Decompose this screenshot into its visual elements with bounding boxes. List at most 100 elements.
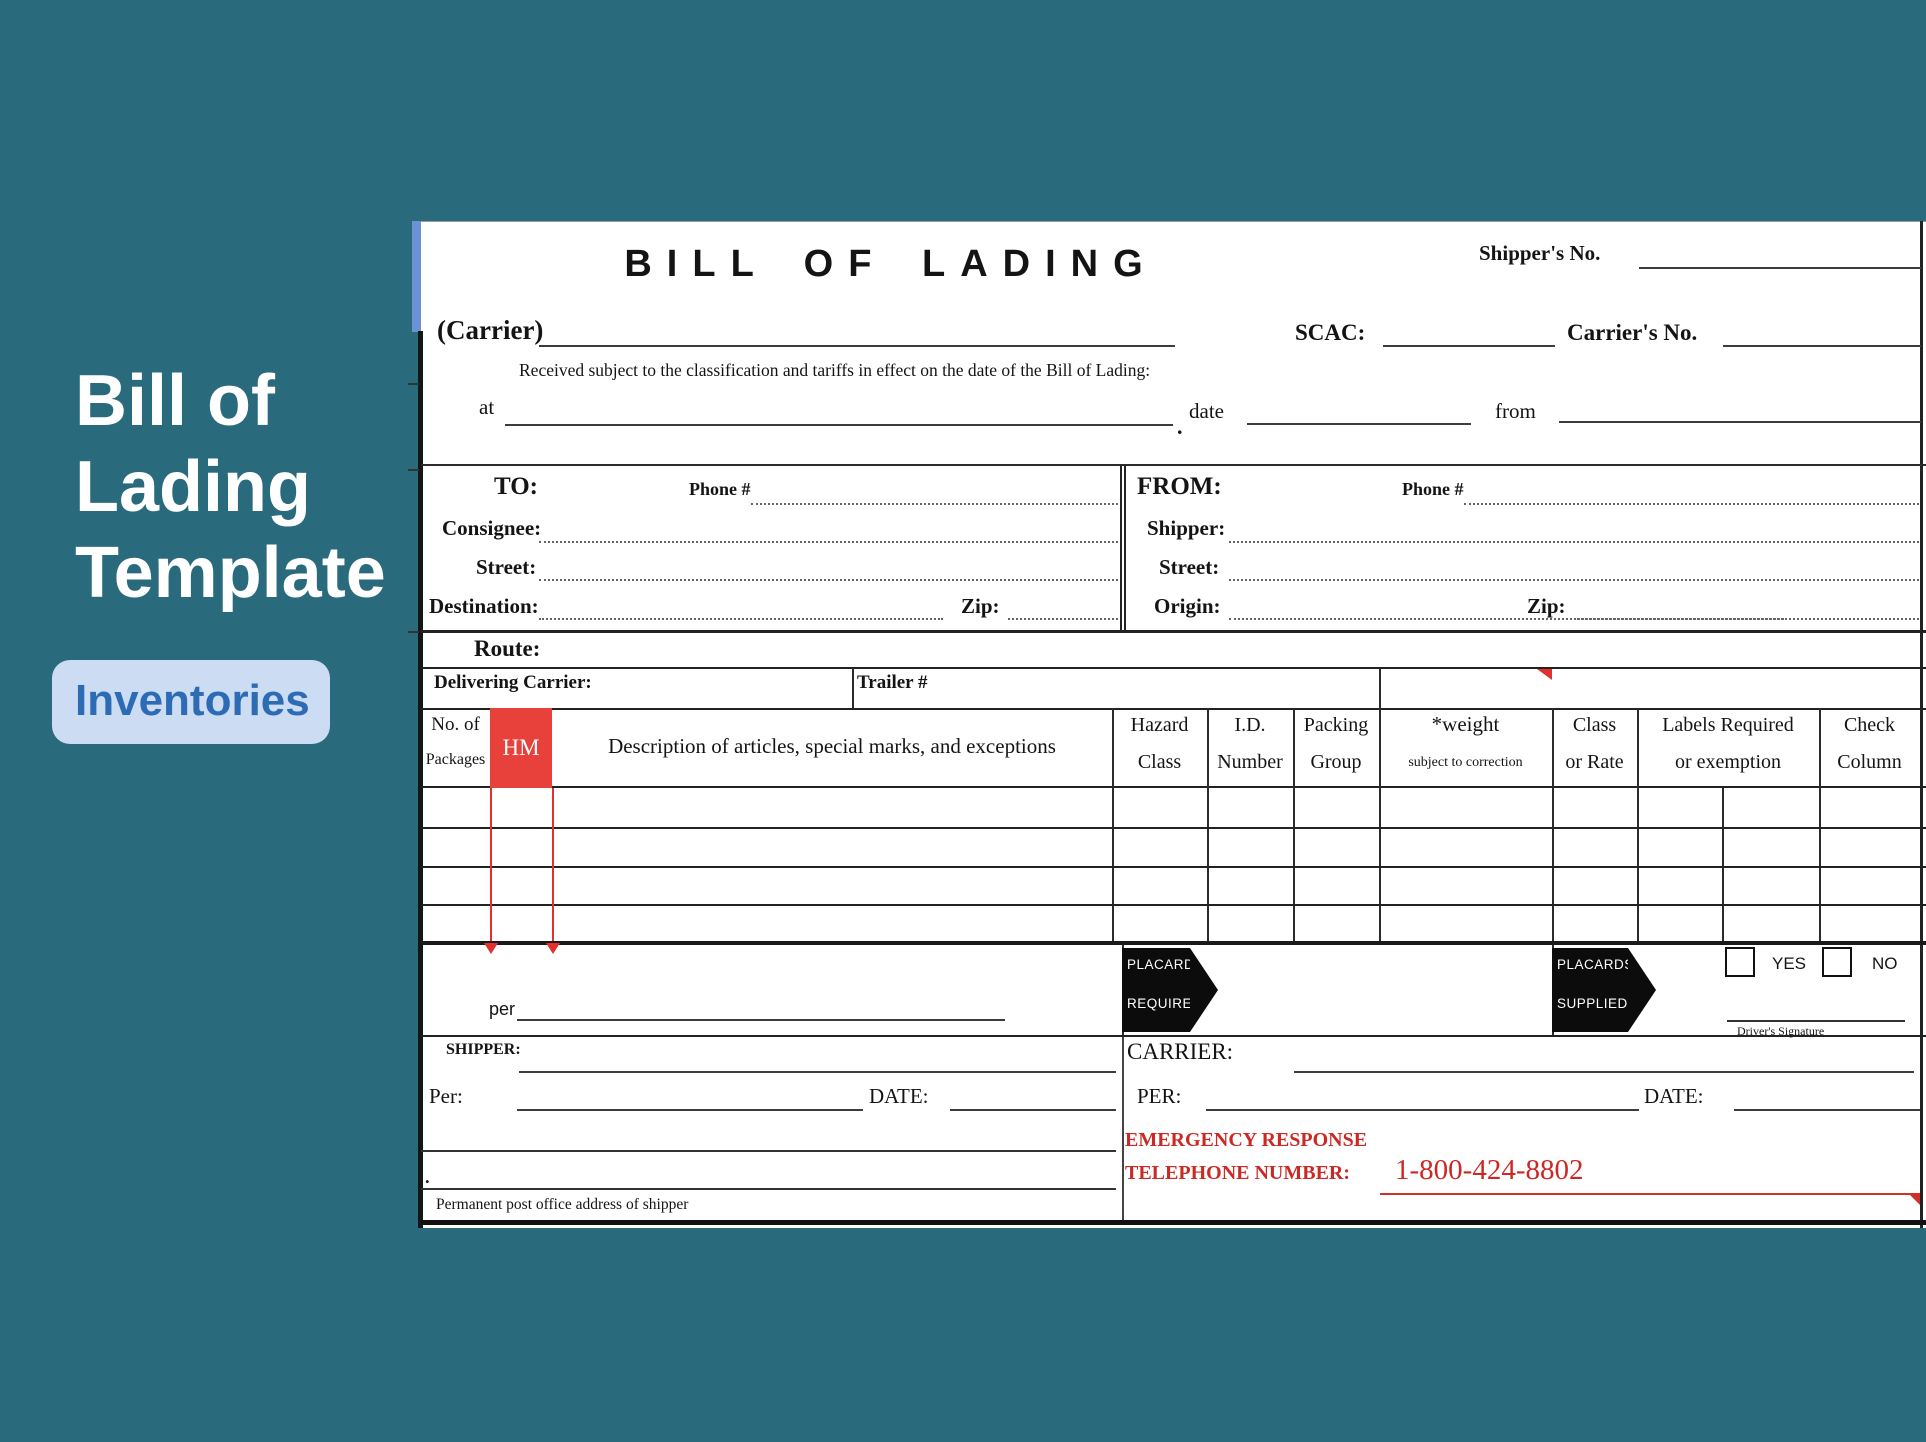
- shipper-signature-label: SHIPPER:: [446, 1041, 521, 1058]
- placards-required-line1: PLACARDS: [1127, 957, 1204, 972]
- date-label: date: [1189, 399, 1224, 423]
- per-right-line[interactable]: [1206, 1081, 1639, 1111]
- destination-field-line[interactable]: [539, 594, 943, 620]
- col-no-of-line1: No. of: [431, 714, 480, 735]
- placards-supplied-line1: PLACARDS: [1557, 957, 1634, 972]
- col-weight-line2: subject to correction: [1408, 755, 1523, 770]
- row-tick: [408, 469, 419, 471]
- red-comment-wedge: [1537, 669, 1552, 680]
- at-label: at: [479, 395, 495, 419]
- placards-required-line2: REQUIRED: [1127, 996, 1203, 1011]
- from-street-field-line[interactable]: [1229, 555, 1919, 581]
- page-title: Bill of Lading Template: [75, 358, 386, 616]
- shipper-label: Shipper:: [1147, 516, 1226, 540]
- document-accent-strip: [412, 221, 421, 332]
- per-left-label: Per:: [429, 1084, 463, 1108]
- to-street-field-line[interactable]: [539, 555, 1118, 581]
- per-label: per: [489, 999, 516, 1019]
- table-row-line: [421, 904, 1926, 906]
- destination-label: Destination:: [429, 594, 539, 618]
- grid-vline: [1112, 708, 1114, 941]
- hm-red-rule-right: [552, 788, 554, 941]
- from-zip-field-line[interactable]: [1574, 594, 1919, 620]
- route-label: Route:: [474, 636, 541, 661]
- to-zip-label: Zip:: [961, 594, 1000, 618]
- scac-field-line[interactable]: [1383, 317, 1555, 347]
- table-bottom-border: [421, 941, 1926, 945]
- row-tick: [408, 383, 419, 385]
- yes-checkbox[interactable]: [1725, 947, 1755, 977]
- grid-vline: [1379, 708, 1381, 941]
- placards-required-banner: PLACARDS REQUIRED: [1122, 948, 1218, 1032]
- shippers-no-field-line[interactable]: [1639, 241, 1921, 269]
- table-top-border: [421, 708, 1926, 710]
- delivering-carrier-label: Delivering Carrier:: [434, 672, 592, 693]
- grid-vline: [1293, 708, 1295, 941]
- grid-vline: [1637, 708, 1639, 941]
- bill-of-lading-document: BILL OF LADING Shipper's No. (Carrier) S…: [408, 221, 1926, 1228]
- period-mark: .: [1177, 414, 1183, 439]
- from-heading: FROM:: [1137, 473, 1222, 500]
- at-field-line[interactable]: [505, 396, 1173, 426]
- to-from-bottom-border: [421, 630, 1926, 633]
- col-class-line1: Class: [1572, 714, 1617, 736]
- carrier-field-line[interactable]: [539, 317, 1175, 347]
- consignee-field-line[interactable]: [539, 517, 1118, 543]
- placards-supplied-banner: PLACARDS SUPPLIED: [1552, 948, 1656, 1032]
- date-left-label: DATE:: [869, 1084, 929, 1108]
- page-title-line3: Template: [75, 533, 386, 613]
- scac-label: SCAC:: [1295, 320, 1366, 345]
- from-zip-label: Zip:: [1527, 594, 1566, 618]
- col-class-line2: or Rate: [1565, 751, 1624, 773]
- shipper-address-footnote: Permanent post office address of shipper: [436, 1196, 689, 1213]
- consignee-label: Consignee:: [442, 516, 542, 540]
- carriers-no-label: Carrier's No.: [1567, 320, 1698, 345]
- per-field-line[interactable]: [517, 993, 1005, 1021]
- from-label: from: [1495, 399, 1536, 423]
- date-right-label: DATE:: [1644, 1084, 1704, 1108]
- date-left-line[interactable]: [950, 1081, 1116, 1111]
- table-row-line: [421, 827, 1926, 829]
- origin-field-line[interactable]: [1229, 594, 1784, 620]
- trailer-divider: [852, 668, 854, 708]
- carrier-signature-label: CARRIER:: [1127, 1039, 1234, 1064]
- inventories-badge[interactable]: Inventories: [52, 660, 330, 744]
- placards-supplied-line2: SUPPLIED: [1557, 996, 1628, 1011]
- placards-required-arrow-tip: [1190, 948, 1218, 1032]
- emergency-response-label: EMERGENCY RESPONSE: [1125, 1129, 1368, 1151]
- from-field-line[interactable]: [1559, 393, 1921, 423]
- to-phone-field-line[interactable]: [751, 479, 1118, 505]
- emergency-red-underline: [1380, 1193, 1918, 1195]
- trailer-label: Trailer #: [857, 672, 928, 693]
- origin-label: Origin:: [1154, 594, 1221, 618]
- from-phone-label: Phone #: [1402, 479, 1464, 499]
- shipper-signature-line[interactable]: [519, 1043, 1116, 1073]
- to-from-divider: [1120, 466, 1126, 631]
- col-labels-line2: or exemption: [1674, 751, 1782, 773]
- from-street-label: Street:: [1159, 555, 1220, 579]
- date-field-line[interactable]: [1247, 395, 1471, 425]
- document-right-border: [1920, 221, 1923, 1228]
- col-hazard-line1: Hazard: [1130, 714, 1189, 736]
- to-phone-label: Phone #: [689, 479, 751, 499]
- hm-header-cell: HM: [490, 708, 552, 788]
- col-packing-line1: Packing: [1303, 714, 1369, 736]
- drivers-signature-line[interactable]: [1727, 1020, 1905, 1022]
- from-phone-field-line[interactable]: [1464, 479, 1919, 505]
- to-zip-field-line[interactable]: [1008, 594, 1118, 620]
- carrier-signature-line[interactable]: [1294, 1043, 1914, 1073]
- red-rule-arrowhead: [484, 943, 498, 954]
- col-id-line1: I.D.: [1234, 714, 1266, 736]
- route-bottom-border: [421, 667, 1926, 669]
- extra-line-2[interactable]: [421, 1188, 1116, 1190]
- date-right-line[interactable]: [1734, 1081, 1920, 1111]
- drivers-signature-label: Driver's Signature: [1737, 1024, 1825, 1038]
- per-left-line[interactable]: [517, 1081, 863, 1111]
- extra-line-1[interactable]: [421, 1150, 1116, 1152]
- carriers-no-field-line[interactable]: [1723, 317, 1921, 347]
- shipper-field-line[interactable]: [1229, 517, 1919, 543]
- no-checkbox[interactable]: [1822, 947, 1852, 977]
- col-hazard-line2: Class: [1137, 751, 1182, 773]
- period-mark-2: .: [425, 1167, 430, 1187]
